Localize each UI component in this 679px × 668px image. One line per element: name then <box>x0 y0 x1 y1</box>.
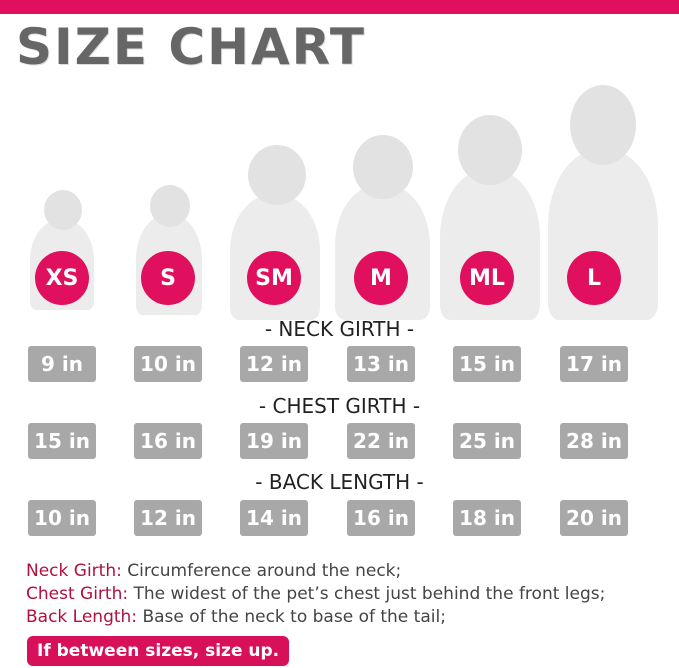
size-badge-s: S <box>141 251 195 305</box>
measurement-value: 12 in <box>134 500 202 536</box>
size-badge-ml: ML <box>460 251 514 305</box>
measurement-value: 18 in <box>453 500 521 536</box>
measurement-value: 12 in <box>240 346 308 382</box>
size-badge-xs: XS <box>35 251 89 305</box>
definition-term: Chest Girth: <box>26 584 129 604</box>
measurement-value: 14 in <box>240 500 308 536</box>
section-heading: - NECK GIRTH - <box>264 317 415 341</box>
section-heading: - CHEST GIRTH - <box>258 394 421 418</box>
section-heading: - BACK LENGTH - <box>255 470 424 494</box>
size-up-tip: If between sizes, size up. <box>27 636 290 666</box>
definition-term: Back Length: <box>26 607 138 627</box>
measurement-value: 25 in <box>453 423 521 459</box>
size-badge-m: M <box>354 251 408 305</box>
definition-row: Back Length: Base of the neck to base of… <box>26 606 605 629</box>
definition-row: Chest Girth: The widest of the pet’s che… <box>26 583 605 606</box>
measurement-value: 19 in <box>240 423 308 459</box>
measurement-value: 15 in <box>453 346 521 382</box>
measurement-value: 16 in <box>347 500 415 536</box>
size-badge-sm: SM <box>247 251 301 305</box>
definition-text: Circumference around the neck; <box>121 561 402 581</box>
definition-row: Neck Girth: Circumference around the nec… <box>26 560 605 583</box>
measurement-value: 13 in <box>347 346 415 382</box>
measurement-value: 22 in <box>347 423 415 459</box>
measurement-value: 20 in <box>560 500 628 536</box>
dog-image-border-collie <box>440 115 540 320</box>
measurement-value: 10 in <box>28 500 96 536</box>
measurement-value: 15 in <box>28 423 96 459</box>
measurement-value: 16 in <box>134 423 202 459</box>
measurement-value: 9 in <box>28 346 96 382</box>
definition-text: Base of the neck to base of the tail; <box>137 607 446 627</box>
definition-text: The widest of the pet’s chest just behin… <box>128 584 606 604</box>
dog-image-golden-retriever <box>548 85 658 320</box>
measurement-value: 10 in <box>134 346 202 382</box>
measurement-value: 17 in <box>560 346 628 382</box>
size-badge-l: L <box>567 251 621 305</box>
top-accent-bar <box>0 0 679 14</box>
measurement-value: 28 in <box>560 423 628 459</box>
definition-term: Neck Girth: <box>26 561 122 581</box>
definitions: Neck Girth: Circumference around the nec… <box>26 560 605 629</box>
page-title: SIZE CHART <box>16 18 367 76</box>
